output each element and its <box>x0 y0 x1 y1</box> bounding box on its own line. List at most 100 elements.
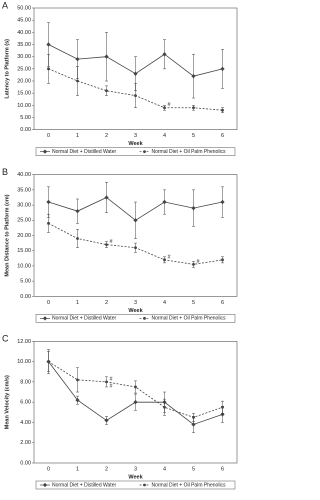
marker <box>163 258 166 262</box>
panel-label: A <box>2 0 8 10</box>
y-tick-label: 40.00 <box>17 30 31 36</box>
marker <box>220 199 225 205</box>
x-tick-label: 2 <box>105 466 108 472</box>
marker <box>191 206 196 211</box>
marker <box>192 262 195 266</box>
marker <box>134 94 137 97</box>
y-tick-label: 4.00 <box>20 420 31 426</box>
annotation: # <box>110 239 114 245</box>
marker <box>143 150 146 154</box>
y-tick-label: 30.00 <box>17 54 31 60</box>
y-tick-label: 35.00 <box>17 42 31 48</box>
annotation: # <box>110 376 114 382</box>
y-tick-label: 8.00 <box>20 379 31 385</box>
marker <box>192 415 195 419</box>
x-axis-label: Week <box>128 308 143 314</box>
marker <box>162 52 167 57</box>
marker <box>192 106 195 110</box>
x-tick-label: 4 <box>163 133 166 139</box>
marker <box>220 66 225 71</box>
marker <box>105 243 108 247</box>
marker <box>42 149 48 154</box>
x-tick-label: 6 <box>221 466 224 472</box>
x-tick-label: 4 <box>163 466 166 472</box>
legend-box <box>35 147 236 156</box>
annotation: # <box>168 102 172 108</box>
x-tick-label: 1 <box>76 133 79 139</box>
marker <box>221 258 224 262</box>
marker <box>143 316 146 320</box>
marker <box>42 316 48 321</box>
marker <box>163 106 166 110</box>
marker <box>104 195 109 200</box>
x-tick-label: 0 <box>47 300 50 306</box>
annotation: # <box>197 259 201 265</box>
y-tick-label: 2.00 <box>20 440 31 446</box>
marker <box>47 360 50 364</box>
x-tick-label: 3 <box>134 133 137 139</box>
marker <box>133 71 138 76</box>
y-tick-label: 20.00 <box>17 233 31 239</box>
marker <box>133 218 138 223</box>
x-tick-label: 4 <box>163 300 166 306</box>
y-tick-label: 20.00 <box>17 78 31 84</box>
x-tick-label: 1 <box>76 300 79 306</box>
x-tick-label: 5 <box>192 133 195 139</box>
marker <box>162 199 167 205</box>
marker <box>105 380 108 384</box>
marker <box>75 398 80 403</box>
panel: 0.00 2.00 4.00 6.00 8.00 10.00 12.00 0 1 2 3 4 5 6 Wee… <box>2 334 238 490</box>
y-tick-label: 5.00 <box>20 279 31 285</box>
marker <box>47 67 50 71</box>
y-tick-label: 0.00 <box>20 460 31 466</box>
y-tick-label: 25.00 <box>17 218 31 224</box>
legend-box <box>35 314 236 323</box>
marker <box>76 378 79 382</box>
x-tick-label: 3 <box>134 300 137 306</box>
marker <box>104 418 109 423</box>
marker <box>221 108 224 112</box>
marker <box>221 405 224 409</box>
y-tick-label: 10.00 <box>17 103 31 109</box>
marker <box>134 246 137 250</box>
legend-label: Normal Diet + Distilled Water <box>52 316 116 322</box>
panel: 0.005.0010.0015.0020.0025.0030.0035.0040… <box>2 167 238 323</box>
y-tick-label: 45.00 <box>17 18 31 24</box>
marker <box>46 199 51 205</box>
y-tick-label: 15.00 <box>17 248 31 254</box>
panel: 0.005.0010.0015.0020.0025.0030.0035.0040… <box>2 0 238 156</box>
annotation: # <box>168 254 172 260</box>
y-tick-label: 50.00 <box>17 5 31 11</box>
annotation: # <box>110 383 114 389</box>
panel-label: C <box>2 334 9 344</box>
panel-label: B <box>2 167 8 177</box>
marker <box>133 400 138 405</box>
x-tick-label: 3 <box>134 466 137 472</box>
marker <box>75 209 80 214</box>
y-tick-label: 15.00 <box>17 91 31 97</box>
marker <box>163 405 166 409</box>
x-tick-label: 6 <box>221 300 224 306</box>
marker <box>75 56 80 62</box>
marker <box>104 54 109 59</box>
marker <box>76 79 79 83</box>
y-tick-label: 0.00 <box>20 294 31 300</box>
x-tick-label: 5 <box>192 300 195 306</box>
y-axis-label: Latency to Platform (s) <box>4 39 10 99</box>
y-axis-label: Mean Distance to Platform (cm) <box>4 194 10 276</box>
y-tick-label: 25.00 <box>17 66 31 72</box>
legend-box <box>35 480 236 490</box>
y-tick-label: 12.00 <box>17 339 31 345</box>
x-tick-label: 2 <box>105 133 108 139</box>
marker <box>134 385 137 389</box>
legend-label: Normal Diet + Distilled Water <box>52 482 116 488</box>
legend-label: Normal Diet + Oil Palm Phenolics <box>152 482 227 488</box>
marker <box>76 237 79 240</box>
y-tick-label: 0.00 <box>20 127 31 133</box>
marker <box>191 74 196 79</box>
marker <box>191 422 196 427</box>
x-tick-label: 6 <box>221 133 224 139</box>
marker <box>46 42 51 47</box>
y-tick-label: 10.00 <box>17 263 31 269</box>
x-tick-label: 0 <box>47 133 50 139</box>
